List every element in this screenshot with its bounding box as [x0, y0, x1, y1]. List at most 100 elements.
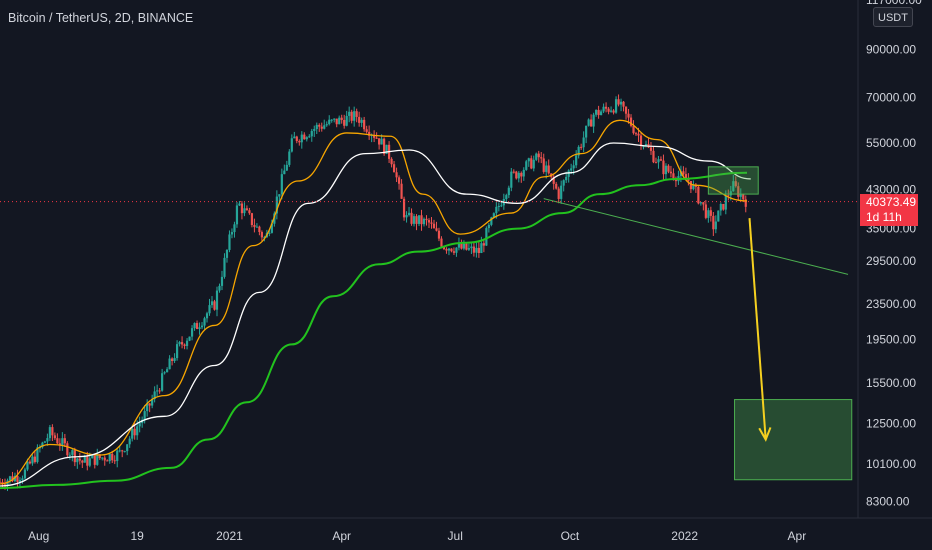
candle-body	[313, 129, 316, 131]
candle-body	[101, 457, 104, 459]
candle-body	[360, 119, 363, 123]
candle-body	[106, 460, 109, 462]
candle-body	[46, 438, 49, 442]
candle-body	[447, 248, 451, 251]
candle-body	[575, 155, 578, 166]
candle-body	[500, 205, 503, 207]
candle-body	[609, 110, 613, 112]
projection-arrow-head	[758, 427, 772, 442]
projection-arrow[interactable]	[748, 218, 767, 440]
candle-body	[158, 390, 161, 392]
candle-body	[58, 443, 61, 446]
candle-body	[440, 238, 443, 247]
candle-body	[480, 243, 483, 254]
candle-body	[580, 146, 583, 148]
candle-body	[614, 99, 618, 113]
candle-body	[185, 340, 189, 346]
candle-body	[131, 428, 134, 439]
candle-body	[644, 144, 648, 147]
y-tick-label: 23500.00	[866, 297, 916, 311]
candle-body	[143, 411, 146, 420]
candle-body	[56, 438, 59, 444]
candle-body	[734, 181, 737, 187]
candle-body	[243, 208, 246, 214]
candle-body	[16, 475, 19, 482]
candle-body	[482, 243, 485, 246]
candle-body	[669, 171, 673, 174]
candle-body	[180, 342, 184, 345]
candle-body	[373, 135, 376, 138]
candle-body	[238, 203, 241, 206]
x-tick-label: 2022	[671, 529, 698, 543]
candle-body	[170, 358, 174, 361]
candle-body	[78, 458, 81, 461]
target-zone-box[interactable]	[734, 399, 853, 481]
candle-body	[36, 447, 39, 462]
candle-body	[400, 183, 403, 199]
candle-body	[717, 210, 720, 222]
candle-body	[652, 150, 655, 163]
candle-body	[415, 216, 418, 224]
resistance-zone-box[interactable]	[707, 166, 759, 195]
last-price-value: 40373.49	[866, 194, 917, 209]
candle-body	[310, 130, 313, 137]
candle-body	[31, 456, 34, 464]
x-tick-label: Oct	[561, 529, 580, 543]
candle-body	[295, 136, 298, 142]
candle-body	[163, 372, 166, 374]
candle-body	[213, 301, 216, 310]
candle-body	[722, 203, 725, 210]
candle-body	[235, 205, 239, 225]
candle-body	[348, 111, 351, 116]
candle-body	[253, 225, 256, 227]
candle-body	[659, 159, 663, 161]
candle-body	[727, 195, 730, 197]
bar-countdown: 1d 11h	[866, 209, 902, 224]
support-trendline[interactable]	[543, 198, 849, 275]
candle-body	[732, 181, 735, 192]
candle-body	[278, 194, 281, 197]
candle-body	[445, 249, 448, 251]
candle-body	[742, 194, 745, 200]
candle-body	[168, 358, 171, 370]
candle-body	[138, 423, 141, 427]
candle-body	[318, 124, 321, 127]
candle-body	[485, 228, 488, 246]
x-tick-label: Apr	[788, 529, 807, 543]
candle-body	[21, 478, 24, 481]
candle-body	[627, 113, 630, 118]
currency-selector-button[interactable]: USDT	[873, 7, 913, 27]
candle-body	[402, 198, 406, 218]
candle-body	[707, 210, 710, 218]
candle-body	[103, 457, 106, 461]
candle-body	[744, 199, 747, 207]
candle-body	[293, 136, 296, 139]
candle-body	[442, 246, 446, 250]
candle-body	[123, 451, 126, 453]
candle-body	[133, 428, 136, 436]
candle-body	[258, 226, 261, 233]
x-tick-label: 2021	[216, 529, 243, 543]
candle-body	[450, 248, 453, 252]
candle-body	[649, 147, 653, 151]
candle-body	[622, 101, 625, 107]
candle-body	[61, 438, 64, 446]
candle-body	[285, 164, 288, 171]
candle-body	[460, 243, 463, 249]
candle-body	[637, 133, 640, 136]
candle-body	[432, 223, 436, 229]
candle-body	[188, 336, 191, 341]
candle-body	[288, 151, 291, 165]
candle-body	[587, 119, 590, 126]
candle-body	[557, 188, 560, 199]
candle-body	[525, 161, 528, 170]
candle-body	[520, 172, 523, 177]
candle-body	[193, 323, 196, 329]
candle-body	[161, 373, 164, 391]
candle-body	[522, 169, 525, 177]
y-tick-label: 117000.00	[866, 0, 922, 7]
candle-body	[527, 158, 530, 162]
candle-body	[540, 157, 543, 159]
